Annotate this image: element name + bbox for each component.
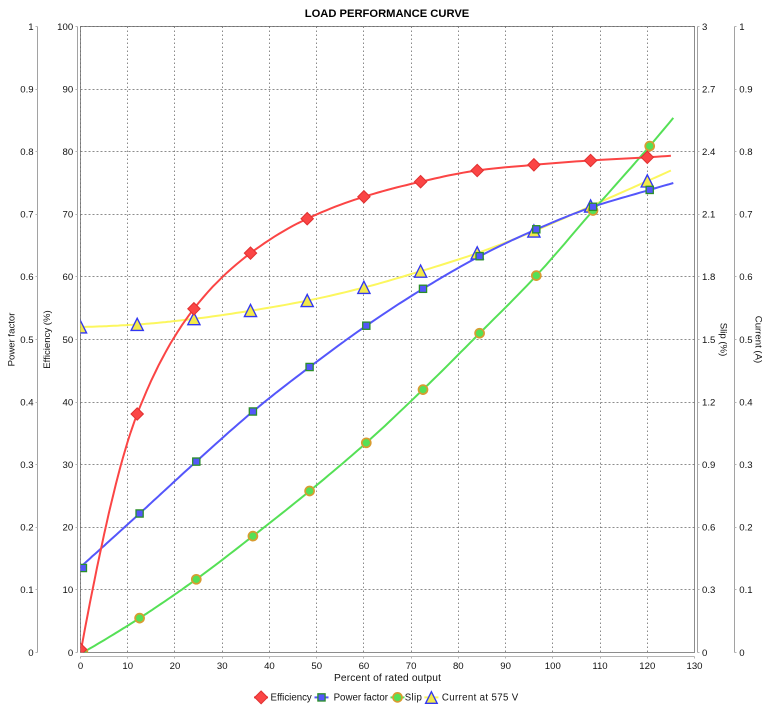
svg-text:0: 0 — [28, 648, 33, 659]
svg-text:Current at 575 V: Current at 575 V — [442, 692, 519, 703]
svg-text:70: 70 — [406, 661, 417, 672]
svg-text:10: 10 — [122, 661, 133, 672]
svg-text:130: 130 — [686, 661, 702, 672]
svg-text:2.1: 2.1 — [702, 210, 715, 221]
svg-text:80: 80 — [453, 661, 464, 672]
svg-text:0.4: 0.4 — [20, 397, 34, 408]
svg-text:0.2: 0.2 — [20, 523, 33, 534]
svg-text:Percent of rated output: Percent of rated output — [334, 673, 441, 684]
svg-text:Efficiency (%): Efficiency (%) — [42, 310, 53, 368]
svg-text:0.7: 0.7 — [20, 210, 33, 221]
svg-text:2.4: 2.4 — [702, 147, 716, 158]
svg-text:20: 20 — [63, 523, 74, 534]
svg-text:3: 3 — [702, 22, 707, 33]
svg-text:50: 50 — [63, 335, 74, 346]
svg-text:0.4: 0.4 — [739, 397, 753, 408]
svg-text:0.6: 0.6 — [20, 272, 33, 283]
svg-text:70: 70 — [63, 210, 74, 221]
svg-text:0: 0 — [68, 648, 73, 659]
svg-text:0.9: 0.9 — [20, 84, 33, 95]
svg-text:1.2: 1.2 — [702, 397, 715, 408]
svg-text:0.9: 0.9 — [739, 84, 752, 95]
svg-text:1.8: 1.8 — [702, 272, 715, 283]
svg-text:0.5: 0.5 — [20, 335, 33, 346]
svg-text:0.3: 0.3 — [20, 460, 33, 471]
svg-text:0.1: 0.1 — [20, 585, 33, 596]
svg-text:0: 0 — [702, 648, 707, 659]
svg-text:1: 1 — [28, 22, 33, 33]
svg-text:0.8: 0.8 — [20, 147, 33, 158]
svg-text:10: 10 — [63, 585, 74, 596]
svg-text:Efficiency: Efficiency — [271, 692, 312, 703]
svg-text:Current (A): Current (A) — [753, 316, 764, 363]
svg-text:0: 0 — [78, 661, 83, 672]
svg-text:0.3: 0.3 — [739, 460, 752, 471]
svg-text:120: 120 — [639, 661, 655, 672]
svg-text:0.5: 0.5 — [739, 335, 752, 346]
svg-text:0.8: 0.8 — [739, 147, 752, 158]
svg-text:0: 0 — [739, 648, 744, 659]
svg-text:0.3: 0.3 — [702, 585, 715, 596]
svg-text:Slip: Slip — [405, 692, 422, 703]
svg-text:90: 90 — [63, 84, 74, 95]
svg-text:60: 60 — [359, 661, 370, 672]
svg-text:LOAD PERFORMANCE CURVE: LOAD PERFORMANCE CURVE — [305, 8, 470, 20]
svg-text:100: 100 — [57, 22, 73, 33]
svg-text:50: 50 — [311, 661, 322, 672]
svg-text:0.6: 0.6 — [702, 523, 715, 534]
svg-text:0.6: 0.6 — [739, 272, 752, 283]
svg-text:1: 1 — [739, 22, 744, 33]
svg-text:0.9: 0.9 — [702, 460, 715, 471]
svg-text:Slip (%): Slip (%) — [717, 323, 728, 357]
svg-text:1.5: 1.5 — [702, 335, 715, 346]
svg-text:40: 40 — [63, 397, 74, 408]
svg-text:80: 80 — [63, 147, 74, 158]
svg-text:20: 20 — [170, 661, 181, 672]
svg-text:0.2: 0.2 — [739, 523, 752, 534]
svg-text:60: 60 — [63, 272, 74, 283]
svg-text:30: 30 — [63, 460, 74, 471]
svg-text:90: 90 — [500, 661, 511, 672]
svg-text:Power factor: Power factor — [334, 692, 389, 703]
svg-text:Power factor: Power factor — [7, 312, 18, 367]
svg-text:0.1: 0.1 — [739, 585, 752, 596]
svg-text:100: 100 — [545, 661, 561, 672]
svg-text:110: 110 — [592, 661, 607, 672]
svg-text:30: 30 — [217, 661, 228, 672]
svg-text:40: 40 — [264, 661, 275, 672]
svg-text:2.7: 2.7 — [702, 84, 715, 95]
svg-text:0.7: 0.7 — [739, 210, 752, 221]
